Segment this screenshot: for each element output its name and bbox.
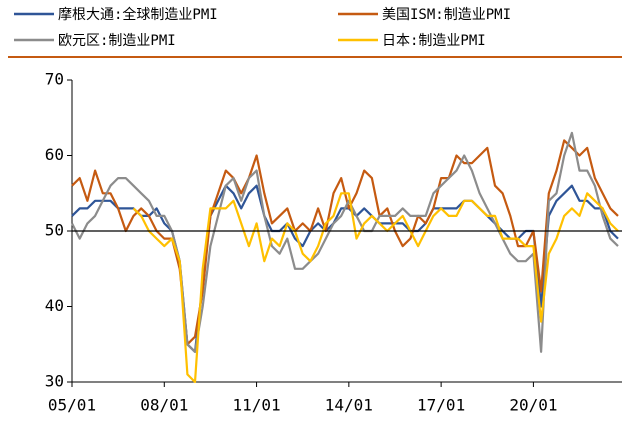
legend-label: 日本:制造业PMI [382,33,486,49]
y-tick-label: 40 [45,296,64,315]
series-line [71,131,619,353]
series-line [71,139,619,346]
y-tick-label: 50 [45,221,64,240]
series-line [132,192,619,384]
x-tick-label: 14/01 [325,396,373,415]
x-tick-label: 08/01 [140,396,188,415]
legend-label: 欧元区:制造业PMI [58,33,176,49]
x-tick-label: 17/01 [417,396,465,415]
x-tick-label: 20/01 [509,396,557,415]
legend-label: 摩根大通:全球制造业PMI [58,6,218,23]
y-tick-label: 30 [45,372,64,391]
legend-label: 美国ISM:制造业PMI [382,7,511,23]
y-tick-label: 60 [45,145,64,164]
x-tick-label: 11/01 [232,396,280,415]
x-tick-label: 05/01 [48,396,96,415]
y-tick-label: 70 [45,70,64,89]
